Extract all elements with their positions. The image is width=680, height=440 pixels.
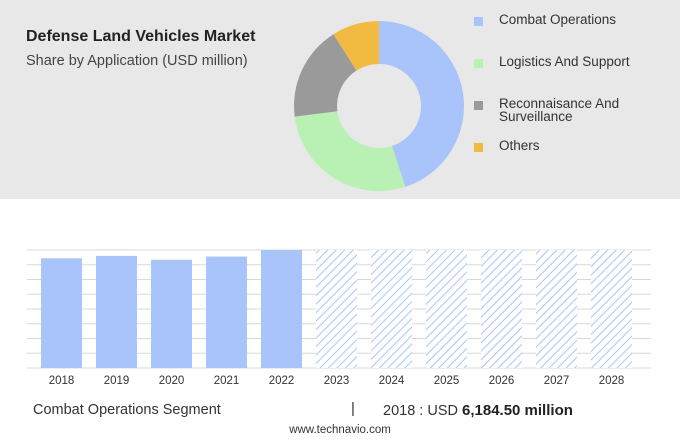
x-tick-label: 2018 [49, 375, 75, 387]
bar-2018 [41, 258, 82, 368]
x-tick-label: 2025 [434, 375, 460, 387]
bar-2020 [151, 259, 192, 368]
legend-item-reconnaisance-and-surveillance: Reconnaisance And Surveillance [474, 97, 649, 123]
forecast-bar-2027 [536, 250, 577, 368]
donut-slice-others [333, 21, 379, 71]
legend-item-logistics-and-support: Logistics And Support [474, 55, 649, 68]
segment-year: 2018 : USD [383, 403, 458, 419]
legend-item-combat-operations: Combat Operations [474, 13, 649, 26]
chart-title: Defense Land Vehicles Market [26, 28, 256, 45]
legend-swatch [474, 143, 483, 152]
legend-label: Combat Operations [499, 12, 617, 27]
legend-swatch [474, 59, 483, 68]
forecast-bar-2024 [371, 250, 412, 368]
legend-swatch [474, 17, 483, 26]
segment-amount: 6,184.50 million [462, 402, 573, 419]
x-tick-label: 2024 [379, 375, 405, 387]
segment-label: Combat Operations Segment [33, 402, 221, 418]
forecast-bar-2028 [591, 250, 632, 368]
donut-chart [294, 21, 465, 192]
legend-swatch [474, 101, 483, 110]
x-tick-label: 2019 [104, 375, 130, 387]
donut-slice-combat-operations [379, 21, 465, 187]
segment-value: 2018 : USD 6,184.50 million [383, 402, 573, 419]
x-tick-label: 2026 [489, 375, 515, 387]
x-tick-label: 2022 [269, 375, 295, 387]
bar-2021 [206, 256, 247, 368]
bar-2022 [261, 250, 302, 368]
x-tick-label: 2021 [214, 375, 240, 387]
x-tick-label: 2028 [599, 375, 625, 387]
donut-slice-logistics-and-support [294, 111, 406, 192]
forecast-bar-2026 [481, 250, 522, 368]
forecast-bar-2023 [316, 250, 357, 368]
legend-label: Logistics And Support [499, 54, 630, 69]
legend-label: Others [499, 138, 540, 153]
chart-subtitle: Share by Application (USD million) [26, 53, 248, 69]
x-tick-label: 2027 [544, 375, 570, 387]
forecast-bar-2025 [426, 250, 467, 368]
bar-2019 [96, 255, 137, 368]
donut-slice-reconnaisance-and-surveillance [294, 34, 357, 117]
footer-separator: | [351, 400, 355, 417]
legend-item-others: Others [474, 139, 649, 152]
source-link[interactable]: www.technavio.com [289, 424, 391, 436]
donut-legend: Combat Operations Logistics And Support Re… [474, 0, 674, 199]
legend-label: Reconnaisance And Surveillance [499, 96, 620, 124]
x-tick-label: 2023 [324, 375, 350, 387]
x-tick-label: 2020 [159, 375, 185, 387]
